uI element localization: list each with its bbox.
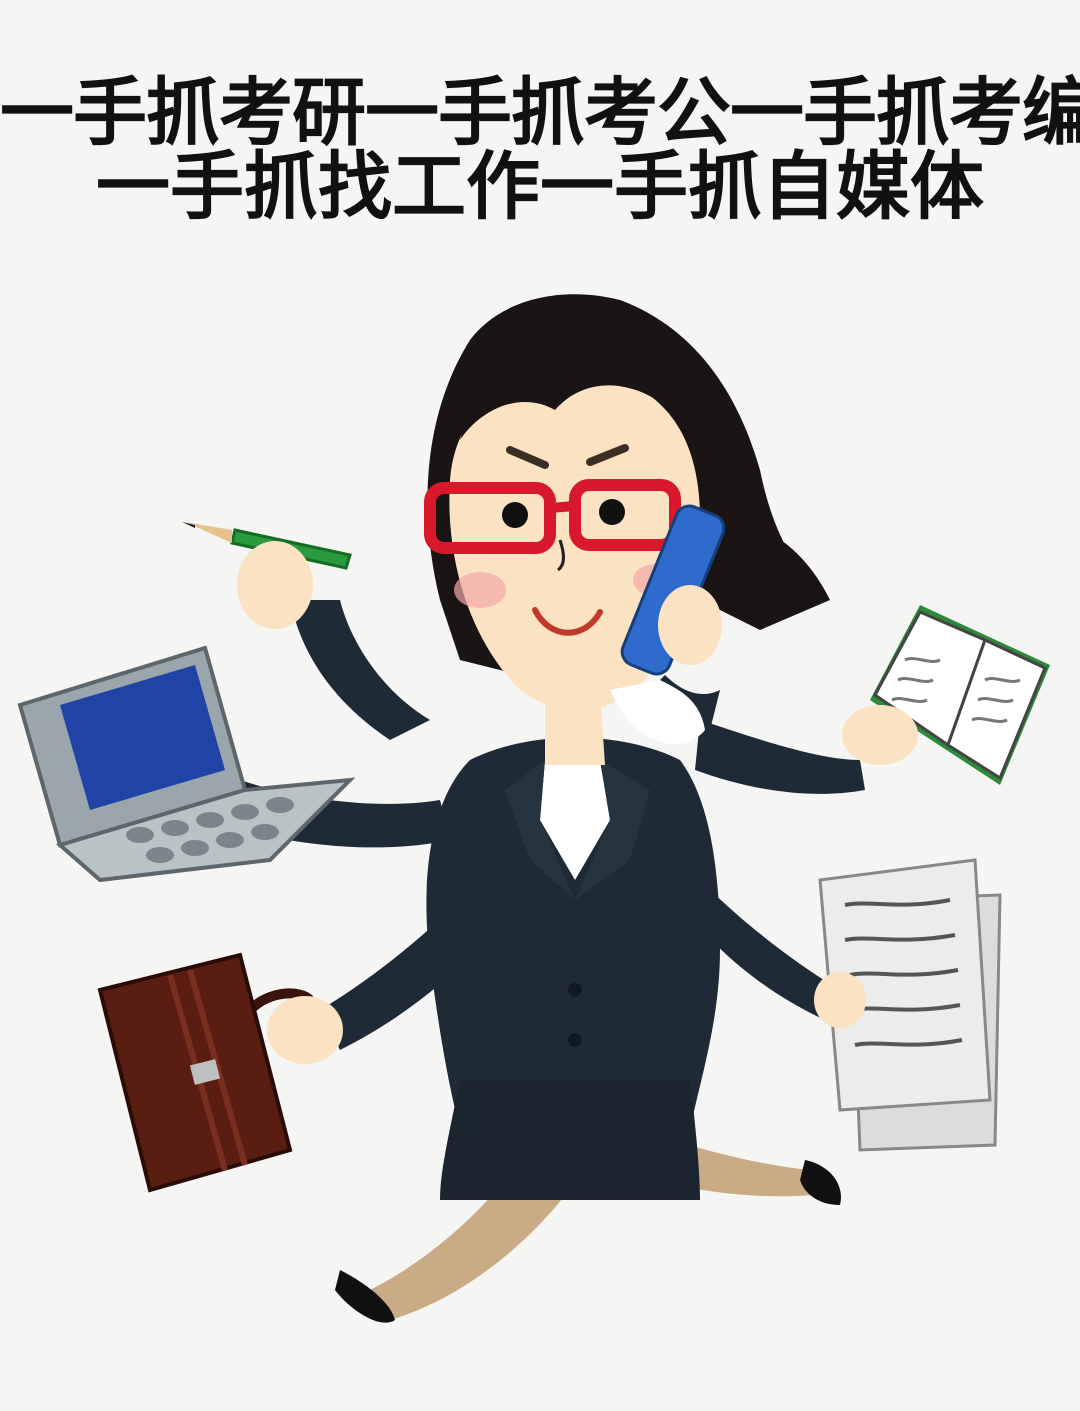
phone-icon: [620, 504, 726, 676]
briefcase-icon: [97, 952, 314, 1193]
shoulder-cuff: [610, 680, 705, 745]
documents-hand: [814, 972, 866, 1028]
documents-icon: [818, 858, 1002, 1152]
caption-line-1: 一手抓考研一手抓考公一手抓考编: [0, 70, 1080, 156]
front-hair: [460, 344, 715, 440]
briefcase-hand: [267, 996, 343, 1064]
laptop-icon: [17, 645, 356, 883]
book-icon: [870, 605, 1050, 785]
pencil-hand: [237, 541, 313, 629]
caption-line-2: 一手抓找工作一手抓自媒体: [96, 144, 984, 230]
suit-body: [426, 737, 720, 1200]
book-hand: [842, 705, 918, 765]
